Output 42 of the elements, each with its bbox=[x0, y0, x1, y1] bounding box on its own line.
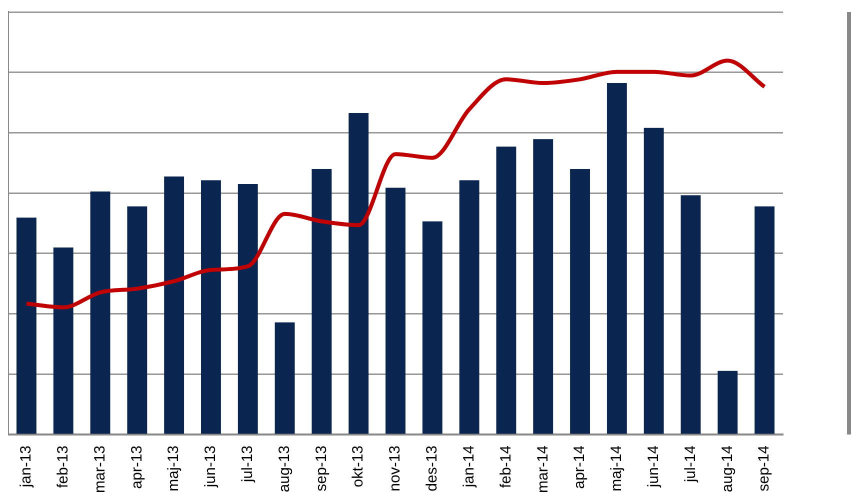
bar bbox=[238, 184, 258, 434]
bar bbox=[16, 218, 36, 434]
x-tick-label: mar-14 bbox=[534, 445, 552, 494]
x-tick-label: jul-14 bbox=[682, 445, 699, 484]
x-tick-label: jan-14 bbox=[460, 445, 478, 488]
x-tick-label: maj-14 bbox=[608, 445, 626, 492]
x-tick-label: feb-14 bbox=[497, 445, 514, 488]
x-tick-label: feb-13 bbox=[54, 445, 72, 488]
bar bbox=[90, 191, 110, 434]
bar bbox=[164, 176, 184, 434]
bar bbox=[127, 206, 148, 434]
x-tick-label: aug-14 bbox=[718, 445, 736, 492]
x-tick-label: nov-13 bbox=[386, 445, 404, 492]
x-tick-label: jan-13 bbox=[18, 445, 35, 488]
bar bbox=[53, 248, 74, 434]
bar bbox=[606, 83, 627, 434]
bar bbox=[570, 169, 590, 434]
x-tick-label: mar-13 bbox=[91, 445, 108, 494]
bar bbox=[718, 370, 738, 434]
x-tick-label: jul-13 bbox=[239, 445, 256, 484]
bar bbox=[386, 188, 406, 434]
x-tick-label: okt-13 bbox=[350, 445, 367, 488]
bar bbox=[496, 146, 516, 434]
x-tick-label: des-13 bbox=[424, 445, 441, 492]
bar bbox=[274, 322, 295, 434]
x-tick-label: apr-13 bbox=[128, 445, 146, 489]
x-tick-label: jun-13 bbox=[202, 445, 220, 488]
x-tick-label: apr-14 bbox=[571, 445, 588, 489]
bar bbox=[754, 206, 775, 434]
bar bbox=[644, 128, 664, 434]
bar bbox=[312, 169, 332, 434]
bar bbox=[680, 195, 701, 434]
bar bbox=[422, 221, 442, 434]
bar bbox=[201, 180, 221, 434]
x-tick-label: jun-14 bbox=[644, 445, 662, 488]
x-tick-label: aug-13 bbox=[276, 445, 293, 492]
bar bbox=[459, 180, 480, 434]
x-tick-label: sep-13 bbox=[312, 445, 330, 492]
x-tick-label: sep-14 bbox=[756, 445, 773, 492]
bar bbox=[348, 112, 369, 434]
x-tick-label: maj-13 bbox=[165, 445, 182, 492]
bar bbox=[533, 139, 554, 434]
